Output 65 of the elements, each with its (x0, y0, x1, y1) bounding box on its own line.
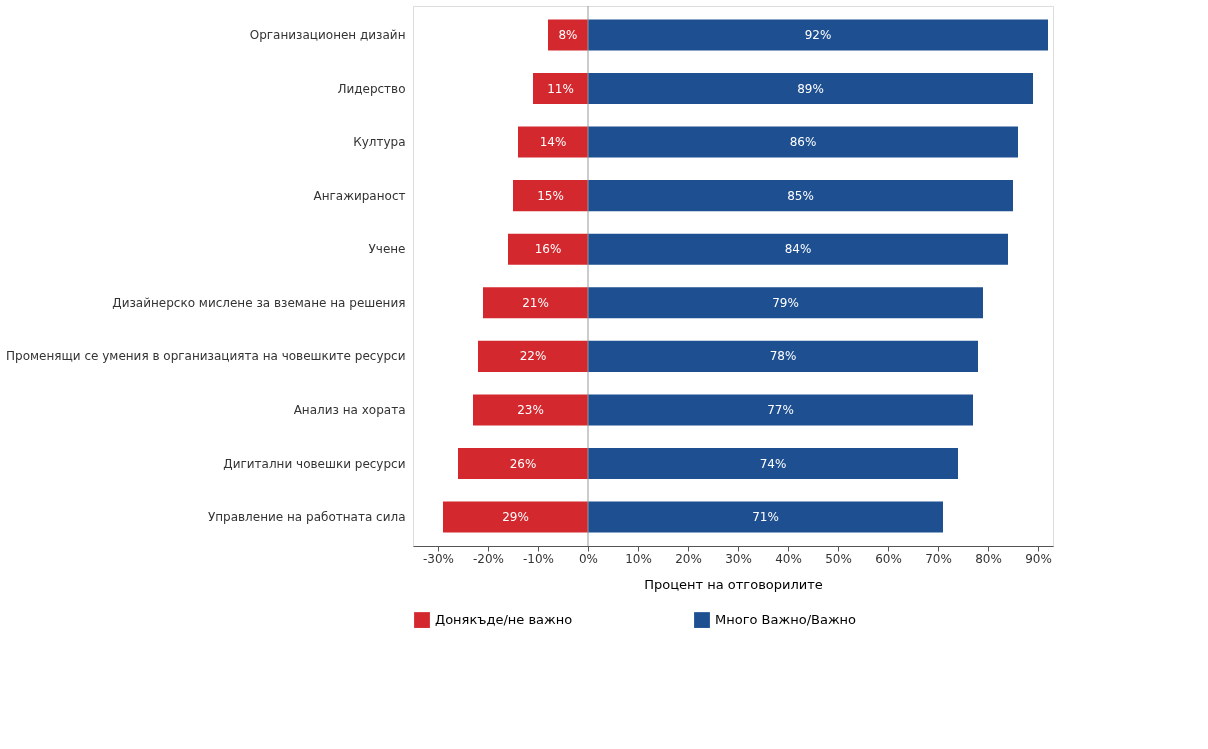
legend-label: Много Важно/Важно (715, 612, 857, 628)
data-label: 8% (558, 27, 578, 42)
x-tick-label: 30% (725, 551, 752, 566)
y-tick-label: Ангажираност (313, 188, 406, 203)
x-tick-label: -20% (472, 551, 505, 566)
y-tick-label: Организационен дизайн (249, 27, 406, 42)
x-tick-label: -10% (522, 551, 555, 566)
bar (588, 72, 1033, 105)
bar (588, 19, 1048, 51)
x-tick-label: 40% (775, 551, 802, 566)
data-label: 92% (804, 27, 832, 42)
data-label: 11% (547, 81, 574, 96)
bar (443, 501, 588, 533)
x-tick-label: 10% (625, 551, 652, 566)
x-tick-label: 80% (975, 551, 1002, 566)
data-label: 84% (784, 242, 812, 257)
data-label: 23% (517, 402, 544, 417)
data-label: 16% (534, 242, 562, 257)
data-label: 29% (502, 510, 529, 525)
data-label: 77% (767, 402, 794, 417)
x-tick-label: -30% (422, 551, 455, 566)
data-label: 85% (787, 188, 814, 203)
y-tick-label: Променящи се умения в организацията на човешките ресурси (6, 349, 406, 364)
x-tick-label: 70% (925, 551, 952, 566)
bar (483, 287, 588, 319)
data-label: 22% (519, 349, 547, 364)
data-label: 78% (769, 349, 797, 364)
bar (518, 126, 588, 158)
data-label: 79% (772, 295, 799, 310)
bar (588, 394, 973, 426)
bar (588, 340, 978, 372)
y-tick-label: Култура (353, 135, 406, 150)
legend-label: Донякъде/не важно (435, 612, 573, 628)
data-label: 89% (797, 81, 824, 96)
data-label: 15% (537, 188, 564, 203)
data-label: 71% (752, 510, 779, 525)
bar (588, 501, 943, 533)
x-tick-label: 90% (1025, 551, 1052, 566)
bar (588, 287, 983, 319)
data-label: 26% (509, 456, 537, 471)
y-tick-label: Анализ на хората (293, 402, 406, 417)
data-label: 21% (522, 295, 549, 310)
data-label: 14% (539, 135, 567, 150)
data-label: 86% (789, 135, 817, 150)
y-tick-label: Дизайнерско мислене за вземане на решения (112, 295, 406, 310)
x-tick-label: 60% (875, 551, 902, 566)
y-tick-label: Дигитални човешки ресурси (223, 456, 406, 471)
y-tick-label: Лидерство (337, 81, 406, 96)
bar (508, 233, 588, 265)
x-tick-label: 0% (578, 551, 599, 566)
x-tick-label: 50% (825, 551, 852, 566)
x-tick-label: 20% (675, 551, 702, 566)
bar (588, 180, 1013, 212)
y-tick-label: Учене (368, 242, 406, 257)
bar (533, 72, 588, 105)
x-axis-title: Процент на отговорилите (644, 576, 823, 592)
bar (588, 233, 1008, 265)
y-tick-label: Управление на работната сила (207, 510, 406, 525)
bar (588, 126, 1018, 158)
bar (458, 447, 588, 480)
bar (478, 340, 588, 372)
bar (588, 447, 958, 480)
data-label: 74% (759, 456, 787, 471)
bar (513, 180, 588, 212)
bar (473, 394, 588, 426)
